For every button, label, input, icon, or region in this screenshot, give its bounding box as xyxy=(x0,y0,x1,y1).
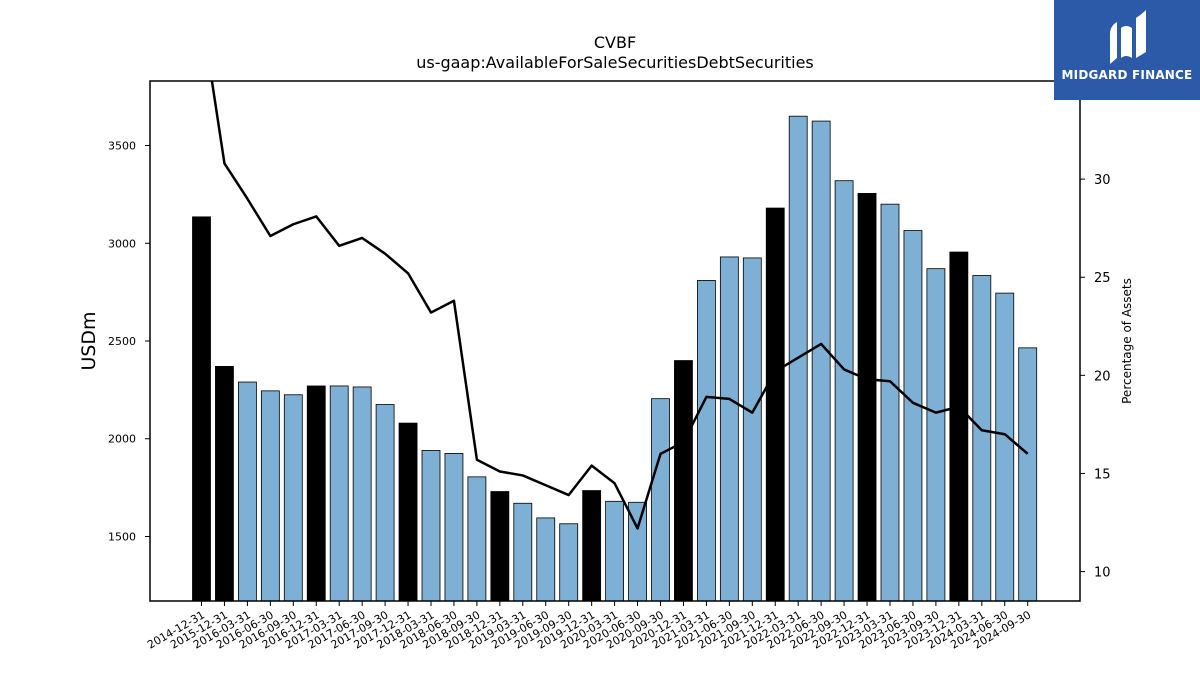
y2-tick-label: 10 xyxy=(1094,566,1111,581)
bar xyxy=(215,366,234,602)
bar xyxy=(582,490,602,602)
bar xyxy=(834,180,854,602)
bar xyxy=(742,257,762,602)
y-axis-label: USDm xyxy=(78,311,100,370)
bar xyxy=(329,385,349,602)
x-axis: 2014-12-312015-12-312016-03-312016-06-30… xyxy=(145,601,1033,652)
bar xyxy=(719,256,739,602)
y-tick-label: 1500 xyxy=(108,530,136,543)
bar xyxy=(926,268,946,602)
bar xyxy=(513,502,533,602)
bar xyxy=(260,390,280,602)
bar xyxy=(972,275,992,602)
bar xyxy=(444,453,464,602)
bar xyxy=(995,292,1015,602)
y2-axis-label: Percentage of Assets xyxy=(1120,278,1134,404)
bar xyxy=(375,404,395,602)
bar xyxy=(880,203,900,602)
bar xyxy=(306,385,326,602)
y-tick-label: 2500 xyxy=(108,335,136,348)
bar xyxy=(559,523,579,602)
bar xyxy=(192,216,211,602)
bar xyxy=(283,394,303,602)
brand-name: MIDGARD FINANCE xyxy=(1061,68,1193,82)
y2-tick-label: 25 xyxy=(1094,271,1111,286)
brand-logo: MIDGARD FINANCE xyxy=(1054,0,1200,100)
bar xyxy=(421,450,441,602)
y-tick-label: 3500 xyxy=(108,140,136,153)
y2-tick-label: 30 xyxy=(1094,173,1111,188)
y2-tick-label: 20 xyxy=(1094,369,1111,384)
chart-subtitle: us-gaap:AvailableForSaleSecuritiesDebtSe… xyxy=(416,53,814,72)
bar xyxy=(765,207,785,602)
bar xyxy=(536,517,556,602)
bar xyxy=(903,230,923,602)
chart-title: CVBF xyxy=(594,33,636,52)
bar xyxy=(467,476,487,602)
bar xyxy=(398,422,418,602)
bar xyxy=(1018,347,1038,602)
left-axis: 1500 2000 2500 3000 3500 xyxy=(108,140,150,543)
bars-group xyxy=(192,115,1038,602)
bar xyxy=(651,398,670,602)
bar xyxy=(811,120,831,602)
right-axis: 10 15 20 25 30 xyxy=(1080,173,1111,581)
bar xyxy=(237,381,257,602)
bar xyxy=(605,500,624,602)
y-tick-label: 3000 xyxy=(108,237,136,250)
bar xyxy=(352,386,372,602)
bar xyxy=(949,251,969,602)
bar xyxy=(697,279,716,602)
bar xyxy=(674,360,693,602)
line-group xyxy=(210,81,1029,530)
y2-tick-label: 15 xyxy=(1094,467,1111,482)
bar xyxy=(857,193,877,602)
bar xyxy=(490,491,510,602)
midgard-logo-icon xyxy=(1110,10,1146,64)
y-tick-label: 2000 xyxy=(108,433,136,446)
